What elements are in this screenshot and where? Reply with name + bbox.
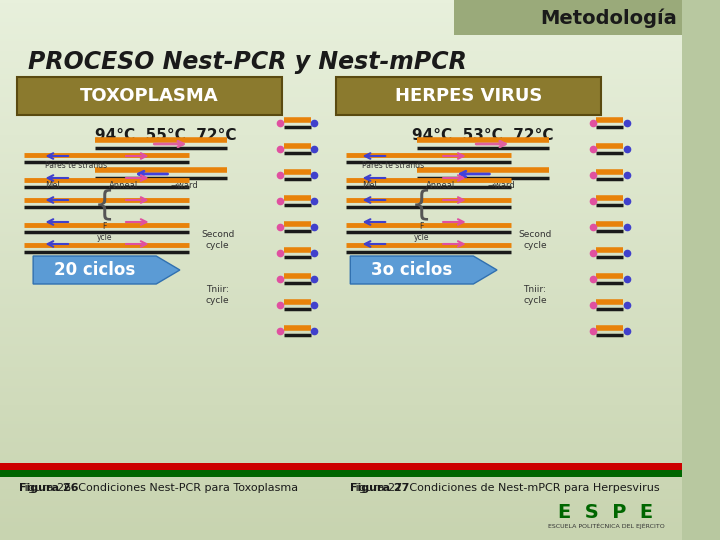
Text: TOXOPLASMA: TOXOPLASMA bbox=[80, 87, 219, 105]
Text: Figura 27: Figura 27 bbox=[350, 483, 410, 493]
Text: F
ycle: F ycle bbox=[413, 222, 429, 242]
Text: 20 ciclos: 20 ciclos bbox=[54, 261, 135, 279]
Text: Anneal: Anneal bbox=[426, 180, 455, 190]
Text: {: { bbox=[94, 188, 114, 221]
Text: Pares te strands: Pares te strands bbox=[362, 160, 424, 170]
Text: 3o ciclos: 3o ciclos bbox=[372, 261, 452, 279]
Text: →ward: →ward bbox=[171, 180, 199, 190]
Bar bbox=[0, 463, 682, 470]
Text: Mel: Mel bbox=[45, 180, 60, 190]
Text: Metodología: Metodología bbox=[540, 8, 677, 28]
Text: →ward: →ward bbox=[488, 180, 516, 190]
Text: 94°C  55°C  72°C: 94°C 55°C 72°C bbox=[94, 127, 236, 143]
Text: Anneal: Anneal bbox=[109, 180, 138, 190]
FancyArrow shape bbox=[350, 256, 497, 284]
Text: {: { bbox=[410, 188, 432, 221]
Text: Mel: Mel bbox=[361, 180, 377, 190]
FancyBboxPatch shape bbox=[336, 77, 601, 115]
Text: HERPES VIRUS: HERPES VIRUS bbox=[395, 87, 542, 105]
Text: Tniir:
cycle: Tniir: cycle bbox=[523, 285, 546, 305]
Text: Figura 27. Condiciones de Nest-mPCR para Herpesvirus: Figura 27. Condiciones de Nest-mPCR para… bbox=[350, 483, 660, 493]
Bar bbox=[0, 470, 682, 477]
Text: 94°C  53°C  72°C: 94°C 53°C 72°C bbox=[412, 127, 553, 143]
FancyBboxPatch shape bbox=[17, 77, 282, 115]
Text: Tniir:
cycle: Tniir: cycle bbox=[206, 285, 230, 305]
FancyBboxPatch shape bbox=[454, 0, 682, 35]
Text: Pares te strands: Pares te strands bbox=[45, 160, 107, 170]
Text: E  S  P  E: E S P E bbox=[558, 503, 654, 522]
Text: ESCUELA POLITÉCNICA DEL EJÉRCITO: ESCUELA POLITÉCNICA DEL EJÉRCITO bbox=[547, 523, 665, 529]
Text: Second
cycle: Second cycle bbox=[518, 230, 552, 249]
Text: Figura 26. Condiciones Nest-PCR para Toxoplasma: Figura 26. Condiciones Nest-PCR para Tox… bbox=[19, 483, 298, 493]
Text: PROCESO Nest-PCR y Nest-mPCR: PROCESO Nest-PCR y Nest-mPCR bbox=[28, 50, 467, 74]
Text: Second
cycle: Second cycle bbox=[201, 230, 235, 249]
FancyArrow shape bbox=[33, 256, 180, 284]
Text: F
ycle: F ycle bbox=[96, 222, 112, 242]
Text: Figura 26: Figura 26 bbox=[19, 483, 78, 493]
